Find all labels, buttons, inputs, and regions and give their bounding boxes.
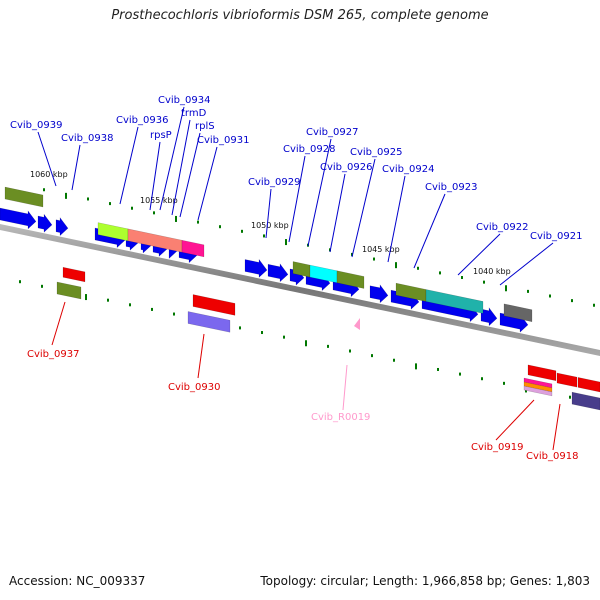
leader-line [265,188,272,239]
accession-text: Accession: NC_009337 [9,574,146,588]
leader-line [288,155,306,243]
leader-line [457,233,501,276]
leader-line [552,403,561,451]
gene-label-cvib-0934[interactable]: Cvib_0934 [158,95,210,106]
leader-line [387,175,406,263]
leader-line [51,301,66,346]
gene-label-trmd[interactable]: trmD [181,108,207,119]
rna-feature[interactable] [354,318,360,330]
gene-label-cvib-0938[interactable]: Cvib_0938 [61,133,113,144]
gene-label-rpsp[interactable]: rpsP [150,130,172,141]
scale-ticks [19,188,595,404]
leader-line [119,126,139,205]
cds-feature-forward[interactable] [480,306,498,327]
gene-label-cvib-0928[interactable]: Cvib_0928 [283,144,335,155]
gene-label-cvib-r0019[interactable]: Cvib_R0019 [311,412,370,423]
leader-line [351,158,376,258]
scale-label-1060: 1060 kbp [30,170,68,179]
gene-label-cvib-0923[interactable]: Cvib_0923 [425,182,477,193]
cds-feature-forward[interactable] [369,284,389,304]
forward-gene-labels: Cvib_0939 Cvib_0938 Cvib_0936 rpsP Cvib_… [10,95,582,242]
scale-label-1050: 1050 kbp [251,221,289,230]
gene-label-cvib-0919[interactable]: Cvib_0919 [471,442,523,453]
cds-feature-reverse[interactable] [527,364,557,382]
scale-labels: 1060 kbp 1055 kbp 1050 kbp 1045 kbp 1040… [30,170,511,276]
leader-line [159,106,185,211]
cds-feature-reverse[interactable] [192,294,236,316]
feature-green[interactable] [56,281,82,300]
gene-features [0,186,600,411]
feature-darkslateblue[interactable] [571,391,600,411]
gene-label-cvib-0922[interactable]: Cvib_0922 [476,222,528,233]
gene-label-cvib-0937[interactable]: Cvib_0937 [27,349,79,360]
gene-label-rpls[interactable]: rplS [195,121,215,132]
feature-stripe-plum[interactable] [523,385,553,397]
map-title: Prosthecochloris vibrioformis DSM 265, c… [111,8,489,23]
leader-line [149,141,161,211]
cds-feature-forward[interactable] [0,207,37,230]
reverse-gene-labels: Cvib_0937 Cvib_0930 Cvib_R0019 Cvib_0919… [27,349,578,462]
cds-feature-reverse[interactable] [62,266,86,283]
gene-label-cvib-0926[interactable]: Cvib_0926 [320,162,372,173]
leader-line [197,146,218,221]
leader-line [342,364,348,411]
leader-line [495,399,535,441]
feature-slateblue[interactable] [187,311,231,333]
genome-backbone [0,224,600,356]
cds-feature-forward[interactable] [244,258,268,278]
cds-feature-forward[interactable] [55,216,69,237]
gene-label-cvib-0929[interactable]: Cvib_0929 [248,177,300,188]
leader-line [197,333,205,379]
leader-line [179,132,201,218]
feature-teal[interactable] [425,289,484,314]
leader-line [307,138,332,247]
scale-label-1040: 1040 kbp [473,267,511,276]
gene-label-cvib-0918[interactable]: Cvib_0918 [526,451,578,462]
cds-feature-forward[interactable] [37,213,53,233]
label-leader-lines [37,106,561,451]
gene-label-cvib-0939[interactable]: Cvib_0939 [10,120,62,131]
gene-label-cvib-0924[interactable]: Cvib_0924 [382,164,434,175]
feature-green[interactable] [336,270,365,289]
leader-line [329,173,346,253]
leader-line [71,144,81,191]
gene-label-cvib-0930[interactable]: Cvib_0930 [168,382,220,393]
scale-label-1045: 1045 kbp [362,245,400,254]
gene-label-cvib-0925[interactable]: Cvib_0925 [350,147,402,158]
feature-pink[interactable] [181,239,205,258]
cds-feature-reverse[interactable] [577,377,600,393]
leader-line [37,131,57,187]
cds-feature-forward[interactable] [267,263,289,283]
leader-line [499,242,554,286]
gene-label-cvib-0931[interactable]: Cvib_0931 [197,135,249,146]
leader-line [171,119,191,216]
gene-label-cvib-0936[interactable]: Cvib_0936 [116,115,168,126]
gene-label-cvib-0927[interactable]: Cvib_0927 [306,127,358,138]
gene-label-cvib-0921[interactable]: Cvib_0921 [530,231,582,242]
cds-feature-reverse[interactable] [556,372,578,388]
feature-gray[interactable] [503,303,533,323]
leader-line [413,193,446,269]
scale-label-1055: 1055 kbp [140,196,178,205]
feature-green[interactable] [4,186,44,208]
genome-summary-text: Topology: circular; Length: 1,966,858 bp… [260,574,590,588]
